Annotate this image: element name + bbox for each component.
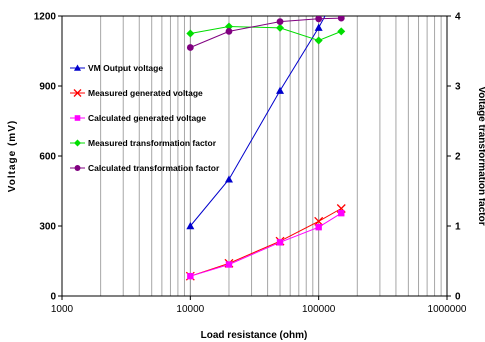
data-point xyxy=(225,28,233,35)
y2-tick-label: 0 xyxy=(455,292,461,303)
data-point xyxy=(337,27,346,36)
y2-tick-label: 2 xyxy=(455,152,461,163)
legend-marker xyxy=(73,89,82,97)
legend-label: Calculated generated voltage xyxy=(88,113,206,123)
legend-label: VM Output voltage xyxy=(88,63,163,73)
series-vm-output-voltage xyxy=(186,16,326,230)
series-measured-transformation-factor xyxy=(186,22,346,45)
y-tick-label: 0 xyxy=(50,292,56,303)
legend-marker xyxy=(74,115,81,121)
data-point xyxy=(224,175,233,183)
data-point xyxy=(276,239,284,246)
y2-tick-label: 1 xyxy=(455,222,461,233)
plot-area-frame xyxy=(61,15,448,297)
x-tick-label: 1000000 xyxy=(428,304,467,315)
series-line xyxy=(189,16,326,227)
legend: VM Output voltage Measured generated volt… xyxy=(70,63,220,173)
legend-item: Measured transformation factor xyxy=(70,138,217,148)
series-layer xyxy=(185,16,346,281)
x-tick-label: 100000 xyxy=(302,304,336,315)
series-calculated-transformation-factor xyxy=(186,16,345,51)
data-point xyxy=(338,209,345,217)
x-tick-label: 1000 xyxy=(51,304,74,315)
y-tick-label: 1200 xyxy=(34,12,57,23)
legend-label: Measured generated voltage xyxy=(88,88,203,98)
data-point xyxy=(186,29,195,38)
data-point xyxy=(276,86,285,94)
x-tick-label: 10000 xyxy=(176,304,204,315)
grid-lines xyxy=(100,16,442,296)
data-point xyxy=(186,222,195,230)
marker-stroke xyxy=(73,89,82,97)
legend-label: Measured transformation factor xyxy=(88,138,217,148)
data-point xyxy=(186,44,194,51)
data-point xyxy=(224,22,233,31)
data-point xyxy=(337,16,345,22)
data-point xyxy=(187,272,194,280)
legend-marker xyxy=(74,139,81,147)
y-tick-label: 300 xyxy=(39,222,56,233)
y2-axis-title: Voltage transformation factor xyxy=(476,86,485,225)
data-point xyxy=(276,23,285,32)
y2-tick-label: 4 xyxy=(455,12,461,23)
y2-tick-label: 3 xyxy=(455,82,461,93)
series-measured-generated-voltage xyxy=(185,204,346,281)
x-axis-title: Load resistance (ohm) xyxy=(201,330,308,341)
y-axis-title: Voltage (mV) xyxy=(7,120,18,192)
data-point xyxy=(315,16,323,23)
legend-item: VM Output voltage xyxy=(70,63,163,73)
legend-item: Calculated generated voltage xyxy=(70,113,206,123)
data-point xyxy=(314,36,323,45)
axis-ticks: 1000 10000 100000 1000000030060090012000123… xyxy=(34,12,467,316)
legend-label: Calculated transformation factor xyxy=(88,163,220,173)
legend-marker xyxy=(74,64,81,71)
legend-item: Measured generated voltage xyxy=(70,88,203,98)
y-tick-label: 900 xyxy=(39,82,56,93)
data-point xyxy=(315,223,322,231)
legend-item: Calculated transformation factor xyxy=(70,163,220,173)
y-tick-label: 600 xyxy=(39,152,56,163)
legend-marker xyxy=(74,165,81,171)
data-point xyxy=(225,261,233,268)
data-point xyxy=(314,23,323,31)
series-calculated-generated-voltage xyxy=(187,209,345,280)
data-point xyxy=(276,18,284,25)
